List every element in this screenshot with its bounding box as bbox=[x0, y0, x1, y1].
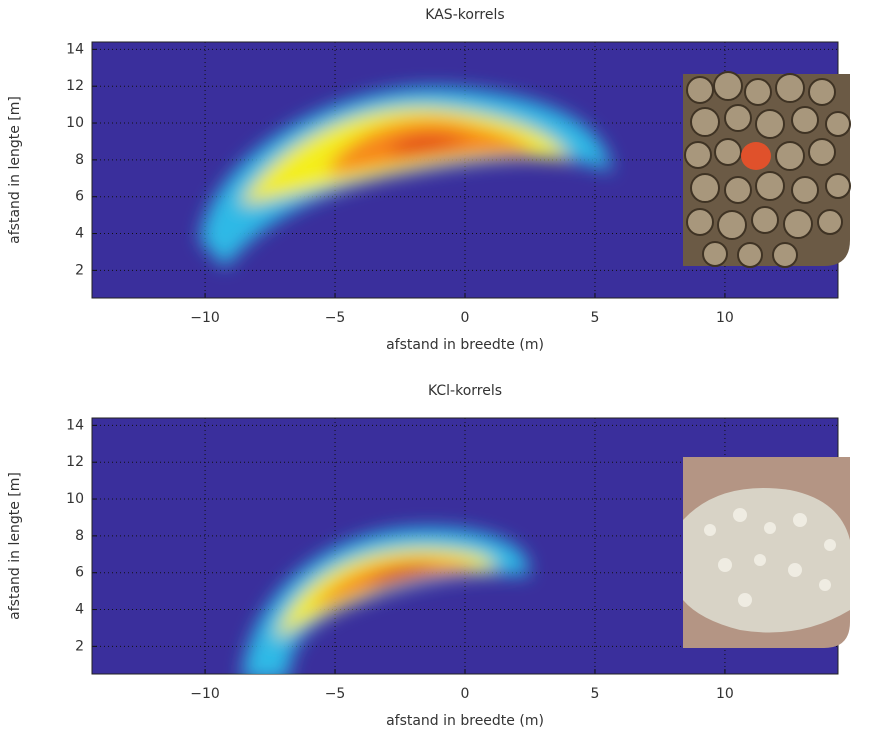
y-tick-label: 12 bbox=[66, 454, 84, 470]
y-tick-label: 8 bbox=[75, 528, 84, 544]
y-tick-label: 2 bbox=[75, 638, 84, 654]
x-tick-label: 5 bbox=[591, 686, 600, 702]
y-tick-label: 10 bbox=[66, 491, 84, 507]
chart: −10 −5 0 5 10 2 4 6 8 10 12 14 KAS-korrels afstand in… bbox=[0, 0, 878, 731]
y-tick-label: 12 bbox=[66, 78, 84, 94]
chart-title: KCl-korrels bbox=[428, 383, 502, 399]
y-tick-label: 4 bbox=[75, 602, 84, 618]
y-tick-label: 6 bbox=[75, 565, 84, 581]
x-axis-label: afstand in breedte (m) bbox=[386, 337, 544, 353]
y-tick-label: 14 bbox=[66, 41, 84, 57]
photo bbox=[683, 72, 850, 267]
y-tick-label: 8 bbox=[75, 152, 84, 168]
x-tick-label: 10 bbox=[716, 686, 734, 702]
x-tick-label: −5 bbox=[325, 686, 346, 702]
x-tick-label: 0 bbox=[461, 310, 470, 326]
y-tick-label: 10 bbox=[66, 115, 84, 131]
x-tick-label: 5 bbox=[591, 310, 600, 326]
y-axis-label: afstand in lengte [m] bbox=[7, 472, 23, 620]
x-tick-label: −10 bbox=[190, 686, 220, 702]
y-tick-label: 6 bbox=[75, 189, 84, 205]
x-tick-label: 10 bbox=[716, 310, 734, 326]
chart-title: KAS-korrels bbox=[425, 7, 504, 23]
photo bbox=[683, 457, 850, 648]
y-tick-label: 2 bbox=[75, 262, 84, 278]
y-axis-label: afstand in lengte [m] bbox=[7, 96, 23, 244]
y-tick-label: 4 bbox=[75, 226, 84, 242]
x-tick-label: 0 bbox=[461, 686, 470, 702]
x-tick-label: −10 bbox=[190, 310, 220, 326]
x-axis-label: afstand in breedte (m) bbox=[386, 713, 544, 729]
y-tick-label: 14 bbox=[66, 417, 84, 433]
x-tick-label: −5 bbox=[325, 310, 346, 326]
